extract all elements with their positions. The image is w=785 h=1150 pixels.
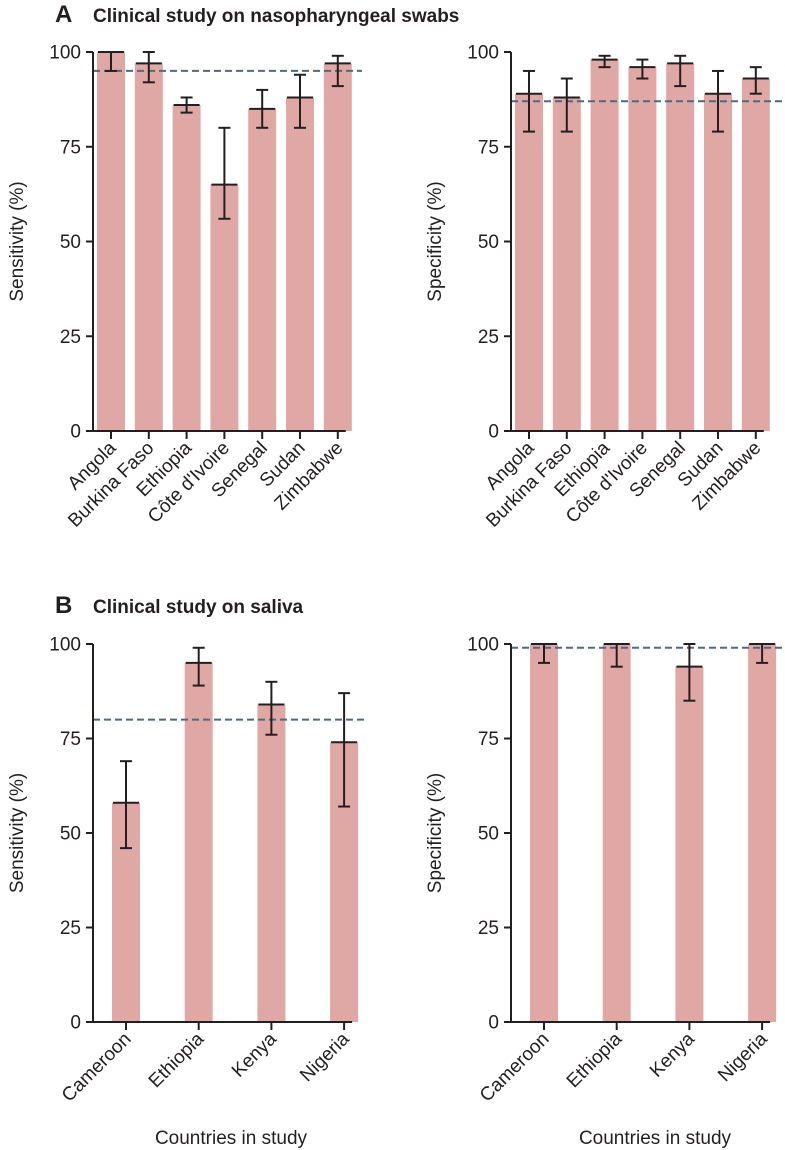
error-bar-B-specificity-0 — [531, 643, 557, 664]
bar-A-specificity-2 — [590, 59, 619, 431]
category-label-B-sensitivity-0: Cameroon — [58, 1029, 136, 1107]
bar-A-specificity-0 — [515, 93, 543, 431]
y-tick-label-A-specificity-0: 0 — [488, 422, 499, 443]
y-axis-label-A-sensitivity: Sensitivity (%) — [7, 181, 28, 301]
y-tick-label-B-sensitivity-4: 100 — [49, 635, 81, 656]
error-bar-A-sensitivity-5 — [287, 73, 313, 129]
y-tick-label-B-specificity-2: 50 — [478, 824, 499, 845]
panel-a-title: Clinical study on nasopharyngeal swabs — [93, 6, 459, 27]
y-tick-label-B-specificity-1: 25 — [478, 918, 499, 939]
error-bar-B-sensitivity-1 — [185, 646, 212, 687]
error-bar-A-specificity-4 — [667, 54, 694, 88]
panel-b-title: Clinical study on saliva — [93, 597, 304, 618]
error-bar-A-sensitivity-6 — [324, 54, 351, 88]
category-label-B-sensitivity-2: Kenya — [228, 1028, 281, 1081]
x-axis-label-B-specificity: Countries in study — [579, 1128, 732, 1149]
error-bar-A-sensitivity-1 — [135, 51, 162, 84]
y-tick-label-A-sensitivity-4: 100 — [49, 43, 81, 64]
y-tick-label-B-sensitivity-3: 75 — [60, 729, 81, 750]
y-tick-label-B-sensitivity-2: 50 — [60, 824, 81, 845]
y-axis-label-B-sensitivity: Sensitivity (%) — [7, 773, 28, 893]
bar-A-specificity-4 — [666, 63, 695, 432]
y-tick-label-B-sensitivity-1: 25 — [60, 918, 81, 939]
y-tick-label-A-sensitivity-2: 50 — [60, 232, 81, 253]
y-tick-label-A-specificity-3: 75 — [478, 137, 499, 158]
y-tick-label-A-specificity-1: 25 — [478, 327, 499, 348]
y-tick-label-B-sensitivity-0: 0 — [70, 1013, 81, 1034]
bar-B-sensitivity-2 — [257, 704, 286, 1022]
error-bar-B-specificity-1 — [603, 643, 630, 668]
y-tick-label-A-sensitivity-3: 75 — [60, 137, 81, 158]
chart-b-specificity: 0 25 50 75 100 Specificity (%) Cameroon Ethiopi… — [425, 635, 785, 1149]
error-bar-A-specificity-5 — [705, 69, 731, 133]
bar-B-specificity-3 — [748, 644, 777, 1022]
error-bar-A-specificity-3 — [629, 58, 656, 80]
bar-A-sensitivity-5 — [286, 97, 314, 431]
y-tick-label-A-sensitivity-0: 0 — [70, 422, 81, 443]
bar-A-sensitivity-0 — [97, 52, 125, 431]
bar-A-sensitivity-1 — [134, 63, 163, 432]
error-bar-B-sensitivity-0 — [113, 760, 139, 850]
category-label-B-specificity-2: Kenya — [646, 1028, 699, 1081]
error-bar-B-sensitivity-3 — [331, 692, 358, 808]
bar-A-sensitivity-2 — [172, 105, 201, 431]
category-label-B-specificity-3: Nigeria — [714, 1028, 772, 1086]
bar-A-specificity-1 — [552, 97, 581, 431]
error-bar-A-specificity-0 — [516, 69, 542, 133]
error-bar-A-specificity-2 — [591, 54, 618, 69]
bar-B-specificity-0 — [530, 644, 558, 1022]
category-label-B-sensitivity-3: Nigeria — [296, 1028, 354, 1086]
bar-A-sensitivity-6 — [323, 63, 352, 432]
chart-b-sensitivity: 0 25 50 75 100 Sensitivity (%) Cameroon Ethiopi… — [7, 635, 368, 1149]
error-bar-A-sensitivity-0 — [98, 51, 124, 72]
panel-a-letter: A — [55, 1, 72, 28]
bar-B-specificity-2 — [675, 666, 704, 1022]
bar-A-sensitivity-4 — [248, 108, 277, 432]
y-axis-label-B-specificity: Specificity (%) — [425, 773, 446, 893]
y-tick-label-B-specificity-4: 100 — [467, 635, 499, 656]
y-axis-label-A-specificity: Specificity (%) — [425, 181, 446, 301]
error-bar-A-specificity-6 — [742, 66, 769, 95]
bar-B-specificity-1 — [602, 644, 631, 1022]
error-bar-A-sensitivity-2 — [173, 96, 200, 114]
bar-B-sensitivity-1 — [184, 662, 213, 1022]
y-tick-label-A-sensitivity-1: 25 — [60, 327, 81, 348]
bar-A-specificity-3 — [628, 67, 657, 431]
y-tick-label-A-specificity-4: 100 — [467, 43, 499, 64]
x-axis-label-B-sensitivity: Countries in study — [155, 1128, 308, 1149]
category-label-B-specificity-1: Ethiopia — [563, 1028, 627, 1092]
category-label-B-specificity-0: Cameroon — [476, 1029, 554, 1107]
y-tick-label-B-specificity-0: 0 — [488, 1013, 499, 1034]
bar-A-specificity-6 — [741, 78, 770, 431]
y-tick-label-B-specificity-3: 75 — [478, 729, 499, 750]
bar-A-specificity-5 — [704, 93, 732, 431]
y-tick-label-A-specificity-2: 50 — [478, 232, 499, 253]
error-bar-A-sensitivity-4 — [249, 88, 276, 129]
error-bar-A-sensitivity-3 — [211, 126, 238, 220]
error-bar-B-specificity-3 — [749, 643, 776, 664]
error-bar-B-specificity-2 — [676, 643, 703, 702]
bar-A-sensitivity-3 — [210, 184, 239, 431]
error-bar-A-specificity-1 — [553, 77, 580, 133]
category-label-B-sensitivity-1: Ethiopia — [145, 1028, 209, 1092]
panel-b-letter: B — [55, 592, 72, 619]
error-bar-B-sensitivity-2 — [258, 680, 285, 736]
